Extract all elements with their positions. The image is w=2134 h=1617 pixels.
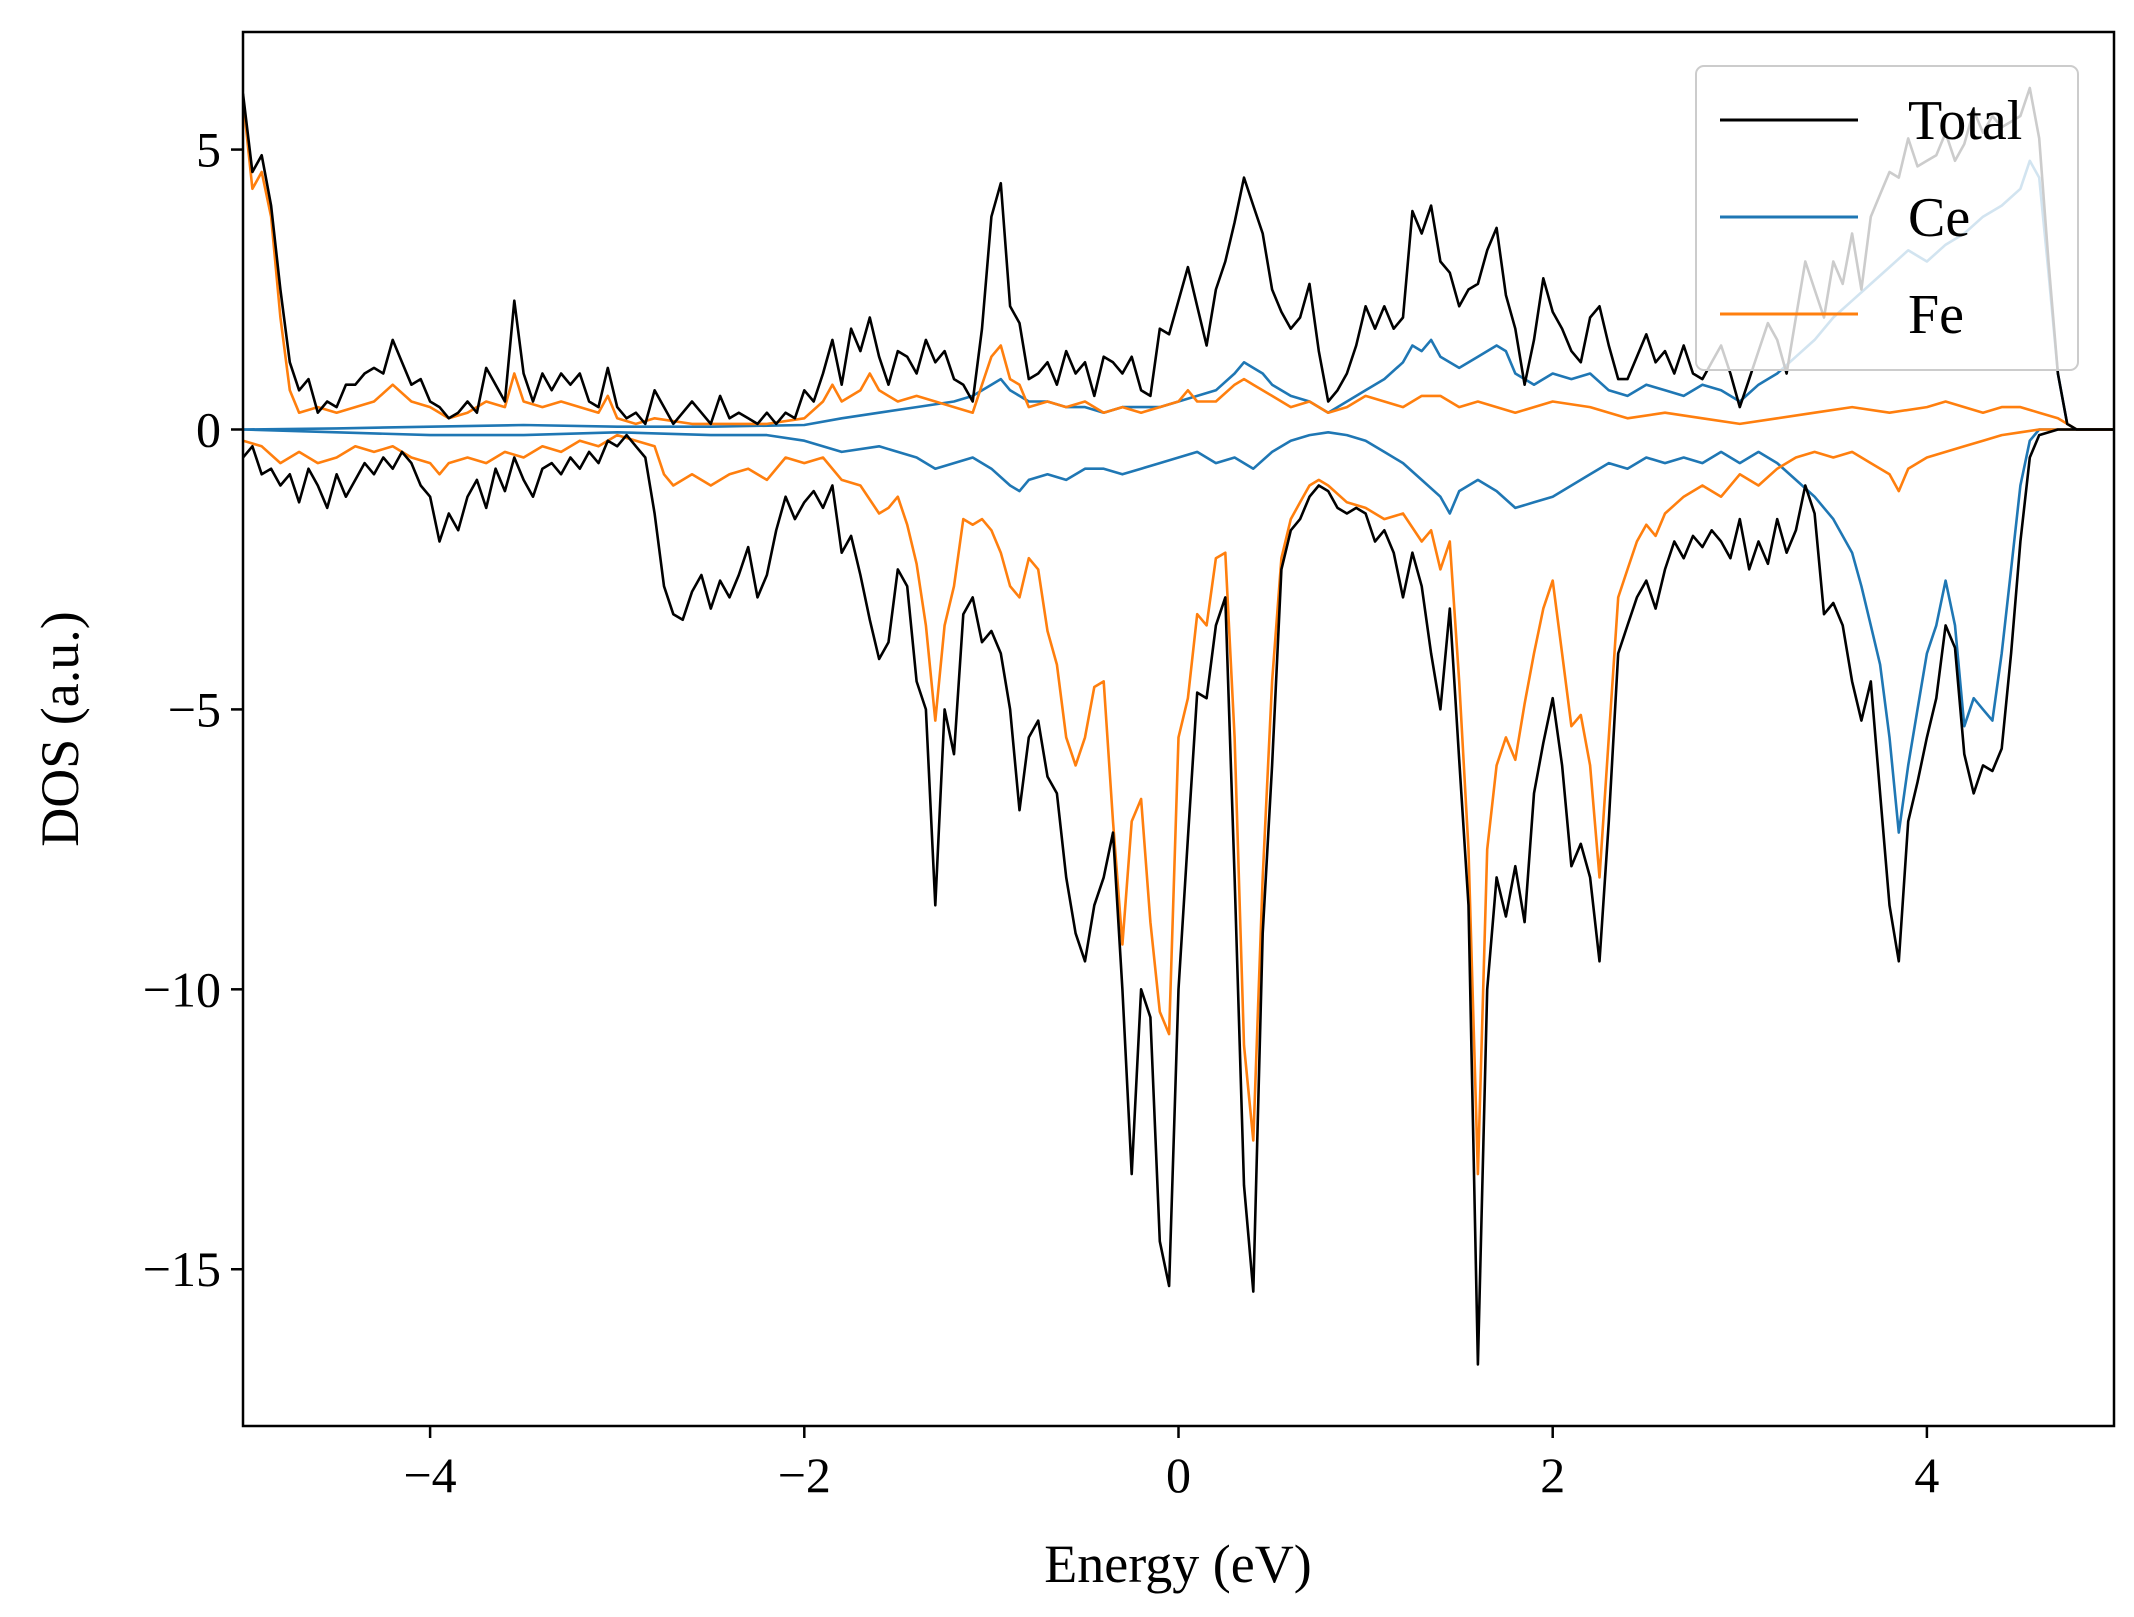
x-tick-label: −4 [403, 1447, 456, 1503]
legend-label-total: Total [1908, 90, 2022, 152]
x-tick-label: 0 [1166, 1447, 1191, 1503]
series-layer [243, 86, 2114, 1366]
x-axis-label: Energy (eV) [1044, 1534, 1311, 1594]
x-axis: −4 −2 0 2 4 [403, 1426, 1939, 1503]
y-tick-label: 0 [196, 401, 221, 457]
y-axis-label: DOS (a.u.) [30, 611, 90, 846]
series-fe-spin-up-line [243, 99, 2114, 431]
series-fe-spin-down-line [243, 428, 2114, 1176]
y-tick-label: 5 [196, 122, 221, 178]
y-tick-label: −5 [168, 681, 221, 737]
legend-box [1695, 65, 2079, 371]
x-tick-label: 4 [1914, 1447, 1939, 1503]
legend: Total Ce Fe [1695, 65, 2079, 371]
x-tick-label: 2 [1540, 1447, 1565, 1503]
x-tick-label: −2 [778, 1447, 831, 1503]
legend-label-ce: Ce [1908, 187, 1970, 249]
series-ce-spin-down-line [243, 428, 2114, 834]
y-axis: 5 0 −5 −10 −15 [143, 122, 243, 1297]
y-tick-label: −10 [143, 961, 221, 1017]
series-total-spin-down-line [243, 428, 2114, 1366]
y-tick-label: −15 [143, 1241, 221, 1297]
series-total-spin-up-line [243, 86, 2114, 431]
legend-label-fe: Fe [1908, 284, 1964, 346]
